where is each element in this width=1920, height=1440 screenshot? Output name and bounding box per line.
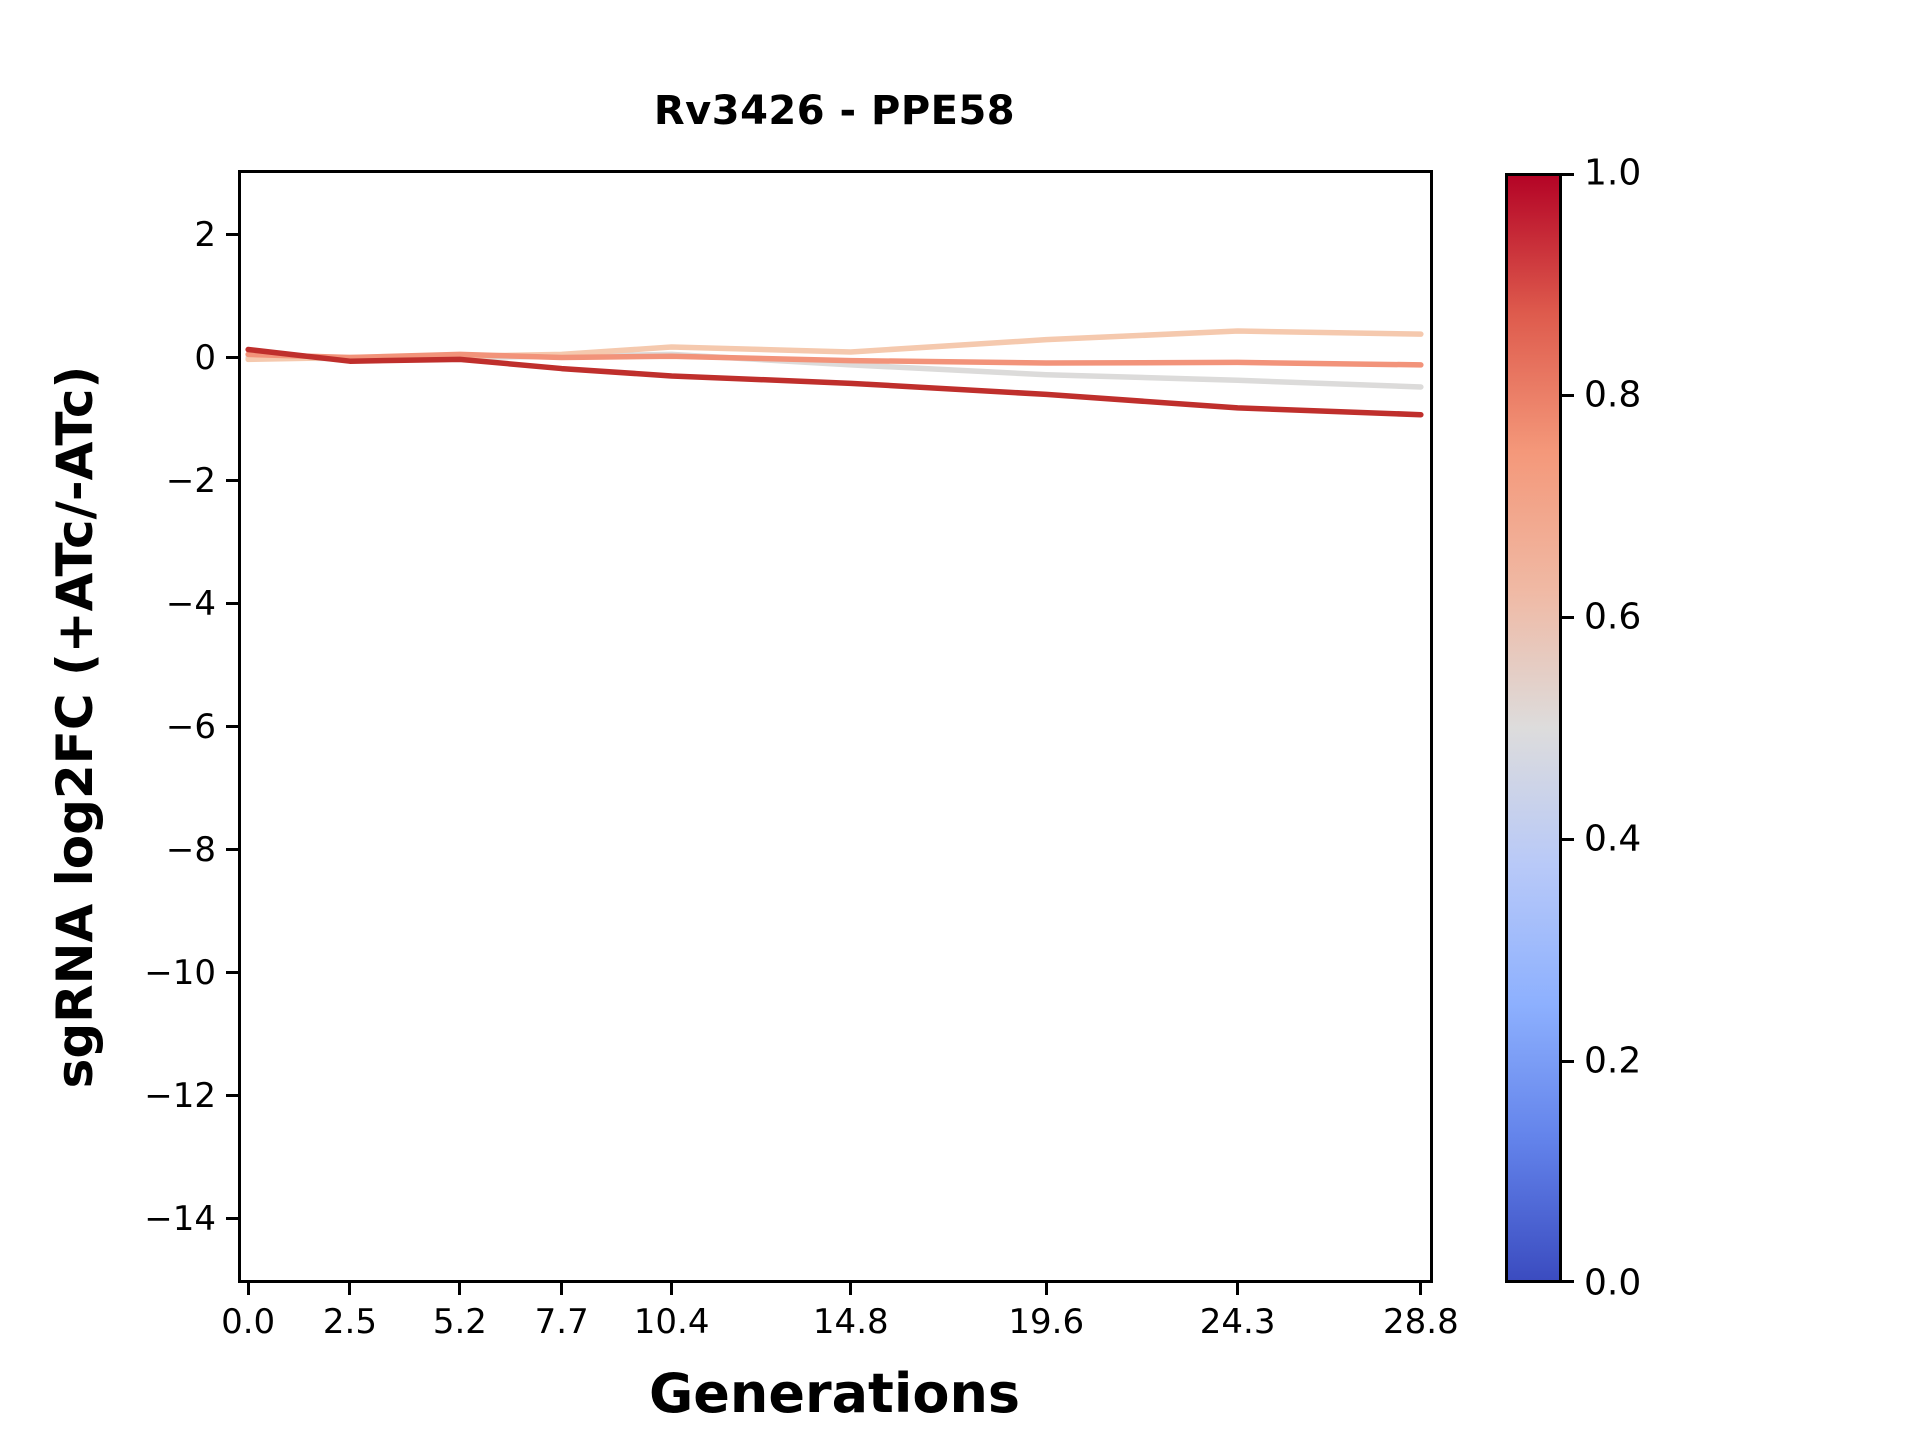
x-tick (670, 1283, 674, 1295)
x-tick (560, 1283, 564, 1295)
colorbar-tick-label: 0.8 (1584, 374, 1642, 416)
y-tick (226, 356, 238, 359)
y-tick (226, 1217, 238, 1220)
x-tick-label: 2.5 (322, 1302, 377, 1342)
y-tick (226, 848, 238, 851)
y-tick (226, 233, 238, 236)
colorbar-tick-label: 0.0 (1584, 1262, 1642, 1304)
x-tick-label: 0.0 (221, 1302, 276, 1342)
x-tick-label: 7.7 (534, 1302, 589, 1342)
x-tick (1044, 1283, 1048, 1295)
x-tick (246, 1283, 250, 1295)
colorbar-tick-label: 0.6 (1584, 596, 1642, 638)
x-tick-label: 14.8 (812, 1302, 889, 1342)
x-tick-label: 19.6 (1008, 1302, 1085, 1342)
x-axis-label: Generations (648, 1362, 1021, 1425)
x-tick (849, 1283, 853, 1295)
chart-title: Rv3426 - PPE58 (653, 88, 1016, 134)
colorbar-tick-label: 0.4 (1584, 818, 1642, 860)
colorbar-tick (1562, 173, 1574, 176)
x-tick (348, 1283, 352, 1295)
y-tick-label: −14 (144, 1198, 216, 1239)
x-tick-label: 28.8 (1382, 1302, 1459, 1342)
y-tick (226, 725, 238, 728)
y-tick-label: 2 (194, 214, 216, 255)
y-tick (226, 602, 238, 605)
y-tick-label: −4 (165, 583, 216, 624)
x-tick-label: 10.4 (633, 1302, 710, 1342)
y-tick-label: −6 (165, 706, 216, 747)
y-tick (226, 479, 238, 482)
x-tick-label: 5.2 (432, 1302, 487, 1342)
colorbar-tick (1562, 837, 1574, 841)
y-tick-label: −2 (165, 460, 216, 501)
y-tick-label: 0 (194, 337, 216, 378)
colorbar-tick (1562, 615, 1574, 619)
x-tick (1236, 1283, 1240, 1295)
y-tick (226, 971, 238, 974)
plot-area (238, 170, 1433, 1283)
colorbar (1505, 173, 1562, 1283)
x-tick (458, 1283, 462, 1295)
colorbar-tick-label: 1.0 (1584, 152, 1642, 194)
colorbar-tick-label: 0.2 (1584, 1040, 1642, 1082)
x-tick (1419, 1283, 1423, 1295)
y-tick-label: −10 (144, 952, 216, 993)
colorbar-tick (1562, 1059, 1574, 1063)
y-tick (226, 1094, 238, 1097)
x-tick-label: 24.3 (1199, 1302, 1276, 1342)
colorbar-tick (1562, 393, 1574, 397)
y-tick-label: −8 (165, 829, 216, 870)
y-axis-label: sgRNA log2FC (+ATc/-ATc) (46, 365, 104, 1089)
colorbar-tick (1562, 1280, 1574, 1283)
colorbar-gradient (1508, 176, 1559, 1280)
y-tick-label: −12 (144, 1075, 216, 1116)
